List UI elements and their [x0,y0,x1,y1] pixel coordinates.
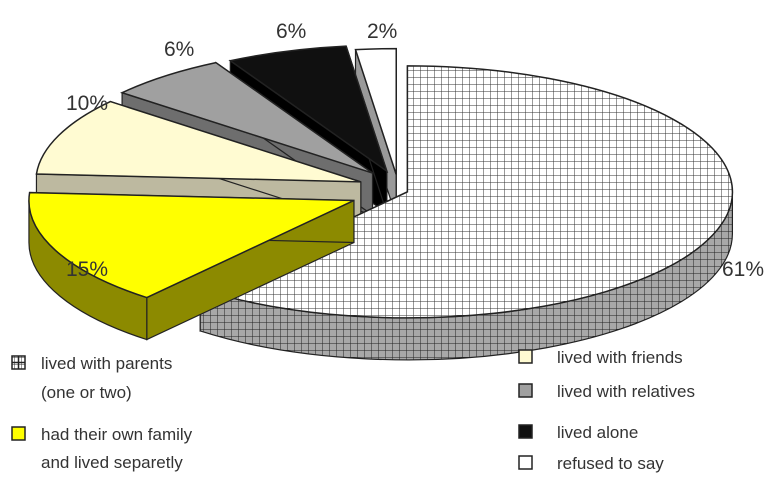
legend-swatch-lived-alone [518,424,533,439]
legend: lived with parents (one or two) had thei… [11,348,695,473]
legend-text-lived-with-parents-1: lived with parents [41,354,172,373]
slice-label-lived-with-parents: 61% [722,258,764,281]
legend-swatch-lived-with-relatives [518,383,533,398]
legend-text-refused-to-say: refused to say [557,454,664,473]
legend-swatch-lived-with-friends [518,349,533,364]
slice-top-lived-alone [228,45,389,174]
legend-text-own-family-1: had their own family [41,425,193,444]
legend-swatch-own-family [11,426,26,441]
pie-slices [28,45,734,361]
legend-item-lived-with-relatives: lived with relatives [518,382,695,401]
legend-text-lived-with-parents-2: (one or two) [41,383,132,402]
legend-item-lived-alone: lived alone [518,423,638,442]
slice-top-lived-with-friends [35,100,362,183]
legend-item-lived-with-parents: lived with parents (one or two) [11,354,172,402]
slice-top-lived-with-parents [198,65,734,319]
legend-item-refused-to-say: refused to say [518,454,664,473]
slice-top-own-family [28,191,355,299]
slice-own-family [28,191,355,341]
legend-text-lived-with-relatives: lived with relatives [557,382,695,401]
legend-item-lived-with-friends: lived with friends [518,348,683,367]
slice-label-lived-alone: 6% [276,20,306,43]
slice-top-refused-to-say [354,47,397,175]
legend-text-own-family-2: and lived separetly [41,453,183,472]
slice-lived-with-parents [198,65,734,361]
legend-text-lived-with-friends: lived with friends [557,348,683,367]
slice-label-lived-with-relatives: 6% [164,38,194,61]
legend-text-lived-alone: lived alone [557,423,638,442]
legend-item-own-family: had their own family and lived separetly [11,425,193,472]
legend-swatch-refused-to-say [518,455,533,470]
slice-top-lived-with-relatives [120,61,373,174]
slice-label-own-family: 15% [66,258,108,281]
slice-label-refused-to-say: 2% [367,20,397,43]
slice-label-lived-with-friends: 10% [66,92,108,115]
